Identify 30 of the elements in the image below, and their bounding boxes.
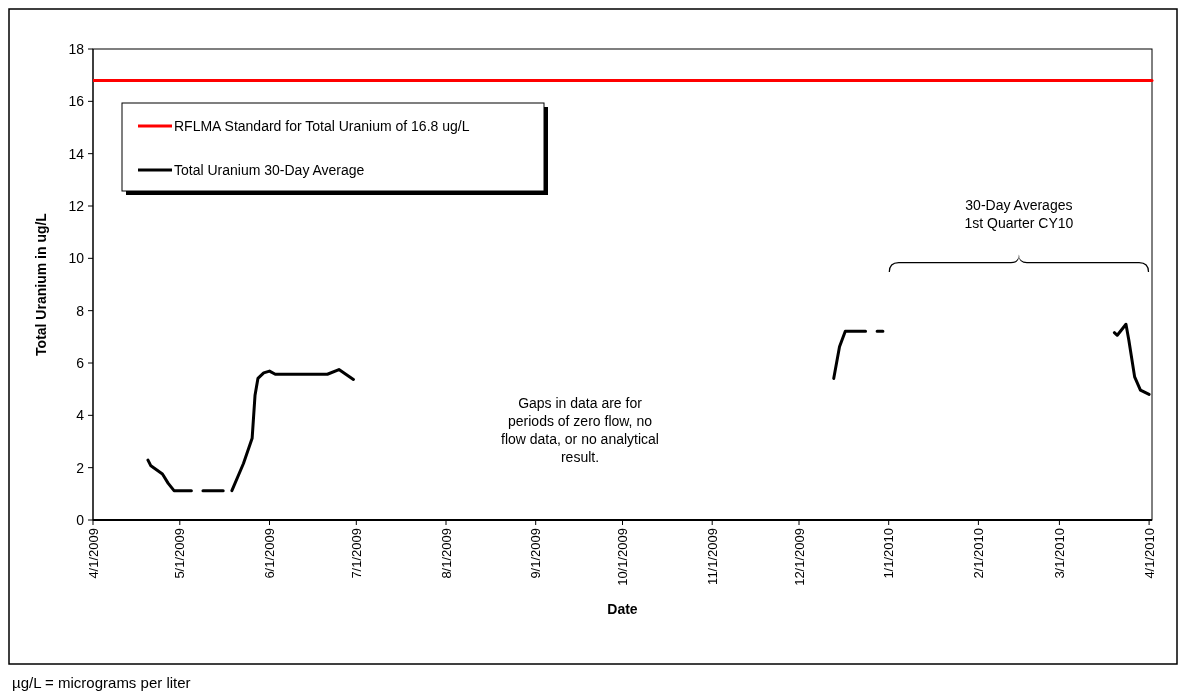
x-tick-label: 4/1/2009 [85,528,101,579]
y-tick-label: 8 [76,302,85,319]
x-tick-label: 7/1/2009 [348,528,364,579]
x-tick-label: 11/1/2009 [704,528,720,585]
x-tick-label: 10/1/2009 [615,528,631,586]
x-tick-label: 12/1/2009 [791,528,807,586]
legend-label: RFLMA Standard for Total Uranium of 16.8 ug/L [174,117,470,134]
y-tick-label: 16 [68,93,85,110]
x-tick-label: 8/1/2009 [438,528,454,579]
x-tick-label: 1/1/2010 [881,528,897,579]
x-tick-label: 6/1/2009 [262,528,278,579]
y-tick-label: 14 [68,145,85,162]
annotation: Gaps in data are for periods of zero flow, no flow data, or no analytical result. [501,395,659,465]
y-tick-label: 0 [76,511,85,528]
y-tick-label: 12 [68,197,85,214]
x-tick-label: 9/1/2009 [528,528,544,579]
x-tick-label: 4/1/2010 [1141,528,1157,579]
x-tick-label: 2/1/2010 [970,528,986,579]
annotation: 30-Day Averages 1st Quarter CY10 [964,197,1074,231]
y-tick-label: 2 [76,459,85,476]
x-axis-title: Date [607,601,638,617]
y-axis-title: Total Uranium in ug/L [33,212,49,356]
y-tick-label: 6 [76,354,85,371]
y-tick-label: 10 [68,250,85,267]
text: µg/L = micrograms per liter [12,674,191,691]
legend-label: Total Uranium 30-Day Average [174,161,365,178]
y-tick-label: 18 [68,40,85,57]
y-tick-label: 4 [76,407,85,424]
x-tick-label: 5/1/2009 [172,528,188,579]
x-tick-label: 3/1/2010 [1051,528,1067,579]
